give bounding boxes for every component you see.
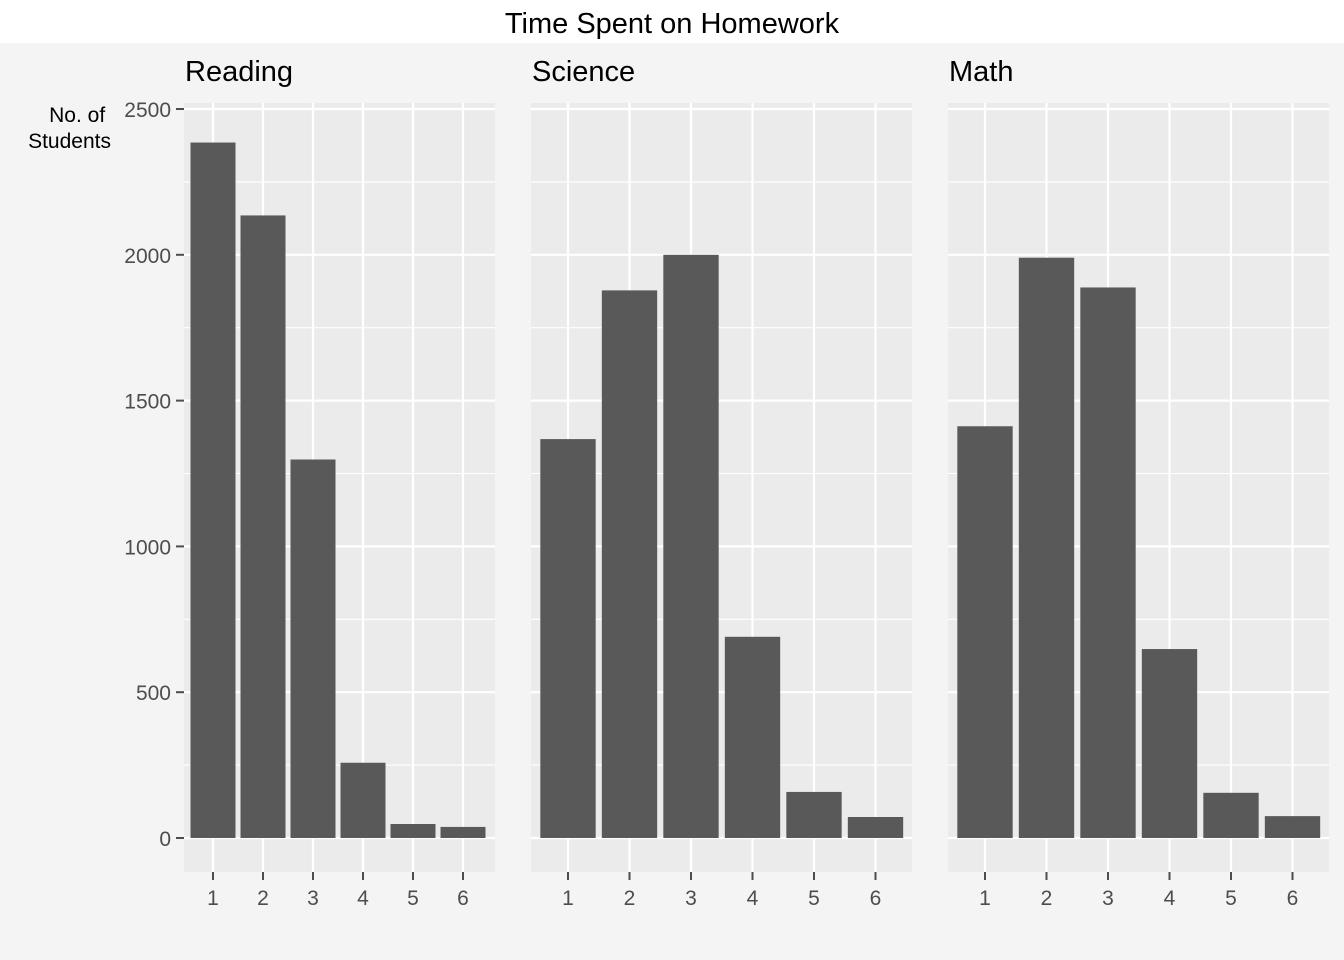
- y-tick-label: 500: [136, 682, 171, 705]
- bar-science-4: [724, 636, 781, 838]
- facet-label-math: Math: [949, 56, 1013, 88]
- bar-reading-1: [190, 142, 236, 838]
- y-tick-label: 1000: [124, 536, 171, 559]
- x-tick-label: 3: [1102, 887, 1114, 910]
- y-tick-label: 1500: [124, 391, 171, 414]
- facet-panels: 1 2 3 4 5 6 Reading 1 2 3 4 5 6 Science 1 2 3 4 5 6 Math: [184, 56, 1329, 910]
- facet-label-science: Science: [532, 56, 635, 88]
- x-tick-label: 2: [624, 887, 636, 910]
- x-tick-label: 1: [979, 887, 991, 910]
- bar-math-6: [1264, 816, 1321, 838]
- bar-science-3: [663, 254, 719, 839]
- x-tick-label: 6: [457, 887, 469, 910]
- bar-science-1: [540, 439, 596, 838]
- bar-reading-6: [440, 826, 486, 838]
- x-tick-label: 2: [1041, 887, 1053, 910]
- y-axis-label-line-2: Students: [28, 130, 111, 153]
- x-tick-label: 5: [1225, 887, 1237, 910]
- panel-science: 1 2 3 4 5 6 Science: [531, 56, 912, 910]
- x-tick-label: 6: [870, 887, 882, 910]
- panel-math: 1 2 3 4 5 6 Math: [948, 56, 1329, 910]
- bar-science-2: [601, 290, 658, 838]
- x-tick-label: 5: [808, 887, 820, 910]
- x-tick-label: 4: [747, 887, 759, 910]
- bar-math-4: [1141, 649, 1198, 838]
- x-tick-label: 4: [1164, 887, 1176, 910]
- x-tick-label: 3: [685, 887, 697, 910]
- y-tick-label: 0: [159, 828, 171, 851]
- panel-background: [184, 103, 495, 872]
- title-band: [0, 0, 1344, 43]
- y-tick-label: 2500: [124, 99, 171, 122]
- facet-label-reading: Reading: [185, 56, 293, 88]
- x-tick-label: 1: [207, 887, 219, 910]
- x-tick-label: 6: [1287, 887, 1299, 910]
- x-tick-label: 4: [357, 887, 369, 910]
- bar-math-2: [1018, 257, 1075, 838]
- x-tick-label: 5: [407, 887, 419, 910]
- y-axis: 0 500 1000 1500 2000 2500: [124, 99, 184, 851]
- bar-reading-3: [290, 459, 336, 838]
- bar-reading-2: [240, 215, 286, 838]
- panel-reading: 1 2 3 4 5 6 Reading: [184, 56, 495, 910]
- y-tick-label: 2000: [124, 245, 171, 268]
- x-tick-label: 3: [307, 887, 319, 910]
- x-tick-label: 2: [257, 887, 269, 910]
- bar-science-5: [786, 791, 842, 838]
- y-axis-label: No. of Students: [28, 104, 111, 153]
- x-tick-label: 1: [562, 887, 574, 910]
- y-axis-label-line-1: No. of: [49, 104, 105, 127]
- bar-reading-4: [340, 762, 386, 838]
- bar-science-6: [847, 817, 904, 838]
- bar-math-3: [1080, 287, 1136, 838]
- bar-math-5: [1203, 792, 1259, 838]
- bar-reading-5: [390, 824, 436, 838]
- bar-math-1: [957, 426, 1013, 838]
- chart-title: Time Spent on Homework: [505, 8, 840, 40]
